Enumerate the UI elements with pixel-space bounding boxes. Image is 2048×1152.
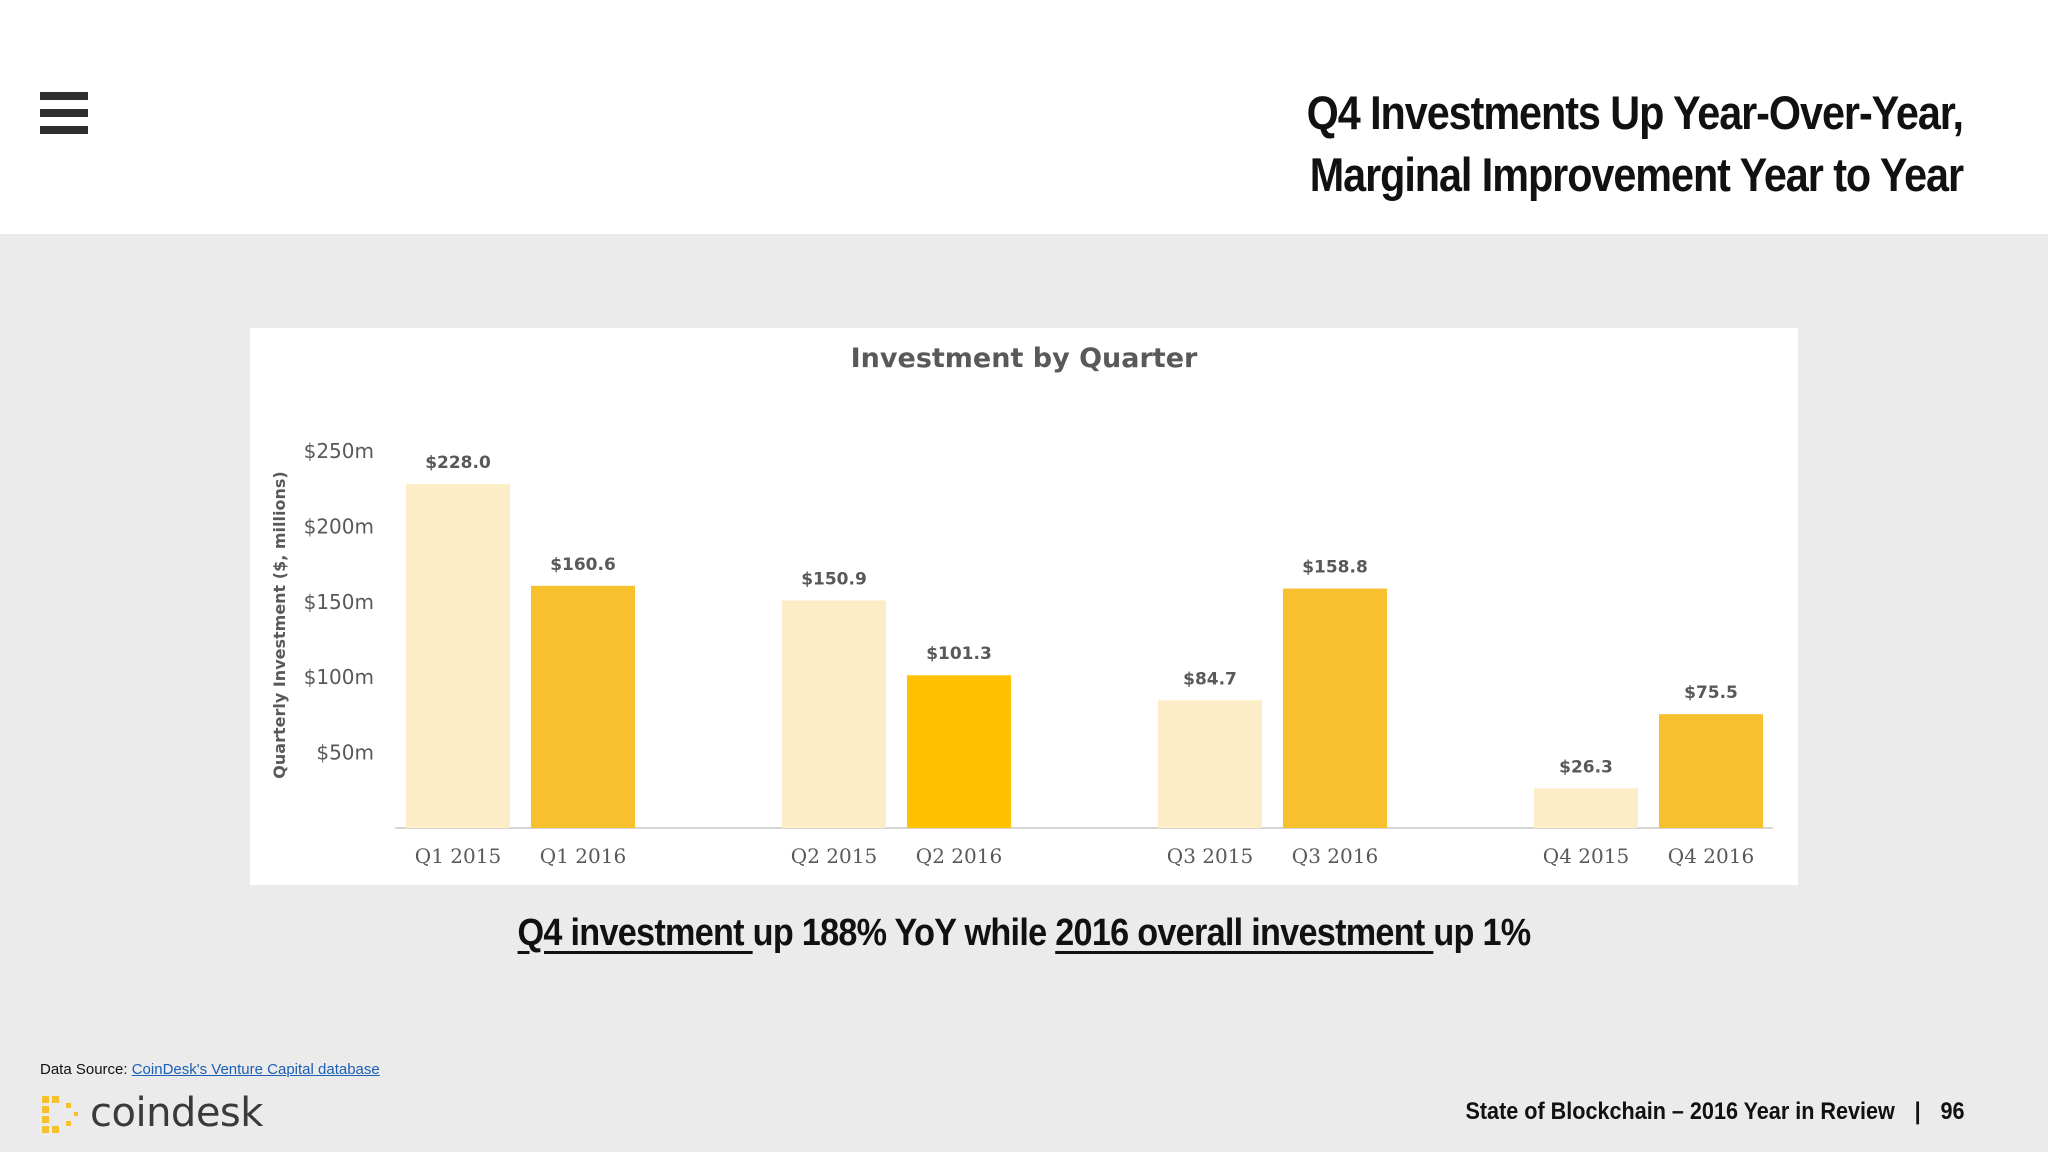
y-tick-label: $150m: [304, 590, 374, 614]
chart-title: Investment by Quarter: [851, 343, 1198, 374]
bar: [782, 600, 886, 828]
hamburger-menu-icon[interactable]: [40, 92, 88, 134]
bar: [907, 675, 1011, 828]
x-tick-label: Q4 2016: [1668, 844, 1754, 868]
bar-chart-svg: Investment by Quarter Quarterly Investme…: [270, 343, 1773, 868]
bar-value-label: $84.7: [1183, 669, 1237, 689]
data-source-label: Data Source:: [40, 1061, 132, 1078]
bar-value-label: $150.9: [801, 569, 867, 589]
caption-up: up 1%: [1433, 912, 1531, 954]
bar-value-label: $228.0: [425, 453, 491, 473]
x-tick-label: Q2 2016: [916, 844, 1002, 868]
data-source: Data Source: CoinDesk's Venture Capital …: [40, 1061, 380, 1078]
y-tick-label: $200m: [304, 514, 374, 538]
coindesk-logo-icon: [42, 1096, 78, 1133]
slide-header: Q4 Investments Up Year-Over-Year, Margin…: [0, 0, 2048, 234]
bar: [1659, 714, 1763, 828]
x-tick-label: Q3 2015: [1167, 844, 1253, 868]
page-number: 96: [1940, 1098, 1965, 1125]
bar: [406, 484, 510, 828]
caption-overall-investment: 2016 overall investment: [1055, 912, 1434, 954]
y-tick-label: $50m: [316, 741, 374, 765]
bar-value-label: $158.8: [1302, 558, 1368, 578]
footer-report-info: State of Blockchain – 2016 Year in Revie…: [1466, 1098, 1965, 1126]
x-tick-label: Q4 2015: [1543, 844, 1629, 868]
x-tick-label: Q2 2015: [791, 844, 877, 868]
coindesk-logo-text: coindesk: [90, 1090, 263, 1136]
bar-value-label: $101.3: [926, 644, 992, 664]
y-tick-label: $100m: [304, 665, 374, 689]
chart-caption: Q4 investment up 188% YoY while 2016 ove…: [102, 912, 1945, 955]
report-title: State of Blockchain – 2016 Year in Revie…: [1465, 1098, 1896, 1125]
x-tick-label: Q3 2016: [1292, 844, 1378, 868]
bar-value-label: $75.5: [1684, 683, 1738, 703]
bar: [1534, 788, 1638, 828]
bar: [1283, 588, 1387, 828]
bar: [1158, 700, 1262, 828]
slide-title-line-2: Marginal Improvement Year to Year: [1309, 148, 1964, 201]
slide-title: Q4 Investments Up Year-Over-Year, Margin…: [995, 82, 1964, 206]
y-axis-label: Quarterly Investment ($, millions): [270, 471, 289, 778]
bar: [531, 585, 635, 828]
footer-separator: |: [1915, 1098, 1922, 1125]
caption-q4-investment: Q4 investment: [517, 912, 753, 954]
caption-yoy: up 188% YoY while: [752, 912, 1056, 954]
bar-value-label: $160.6: [550, 555, 616, 575]
slide-title-line-1: Q4 Investments Up Year-Over-Year,: [1306, 86, 1964, 139]
y-tick-label: $250m: [304, 439, 374, 463]
coindesk-logo[interactable]: coindesk: [40, 1090, 263, 1136]
x-tick-label: Q1 2015: [415, 844, 501, 868]
bar-value-label: $26.3: [1559, 757, 1613, 777]
data-source-link[interactable]: CoinDesk's Venture Capital database: [131, 1061, 380, 1078]
investment-chart: Investment by Quarter Quarterly Investme…: [250, 328, 1798, 885]
x-tick-label: Q1 2016: [540, 844, 626, 868]
